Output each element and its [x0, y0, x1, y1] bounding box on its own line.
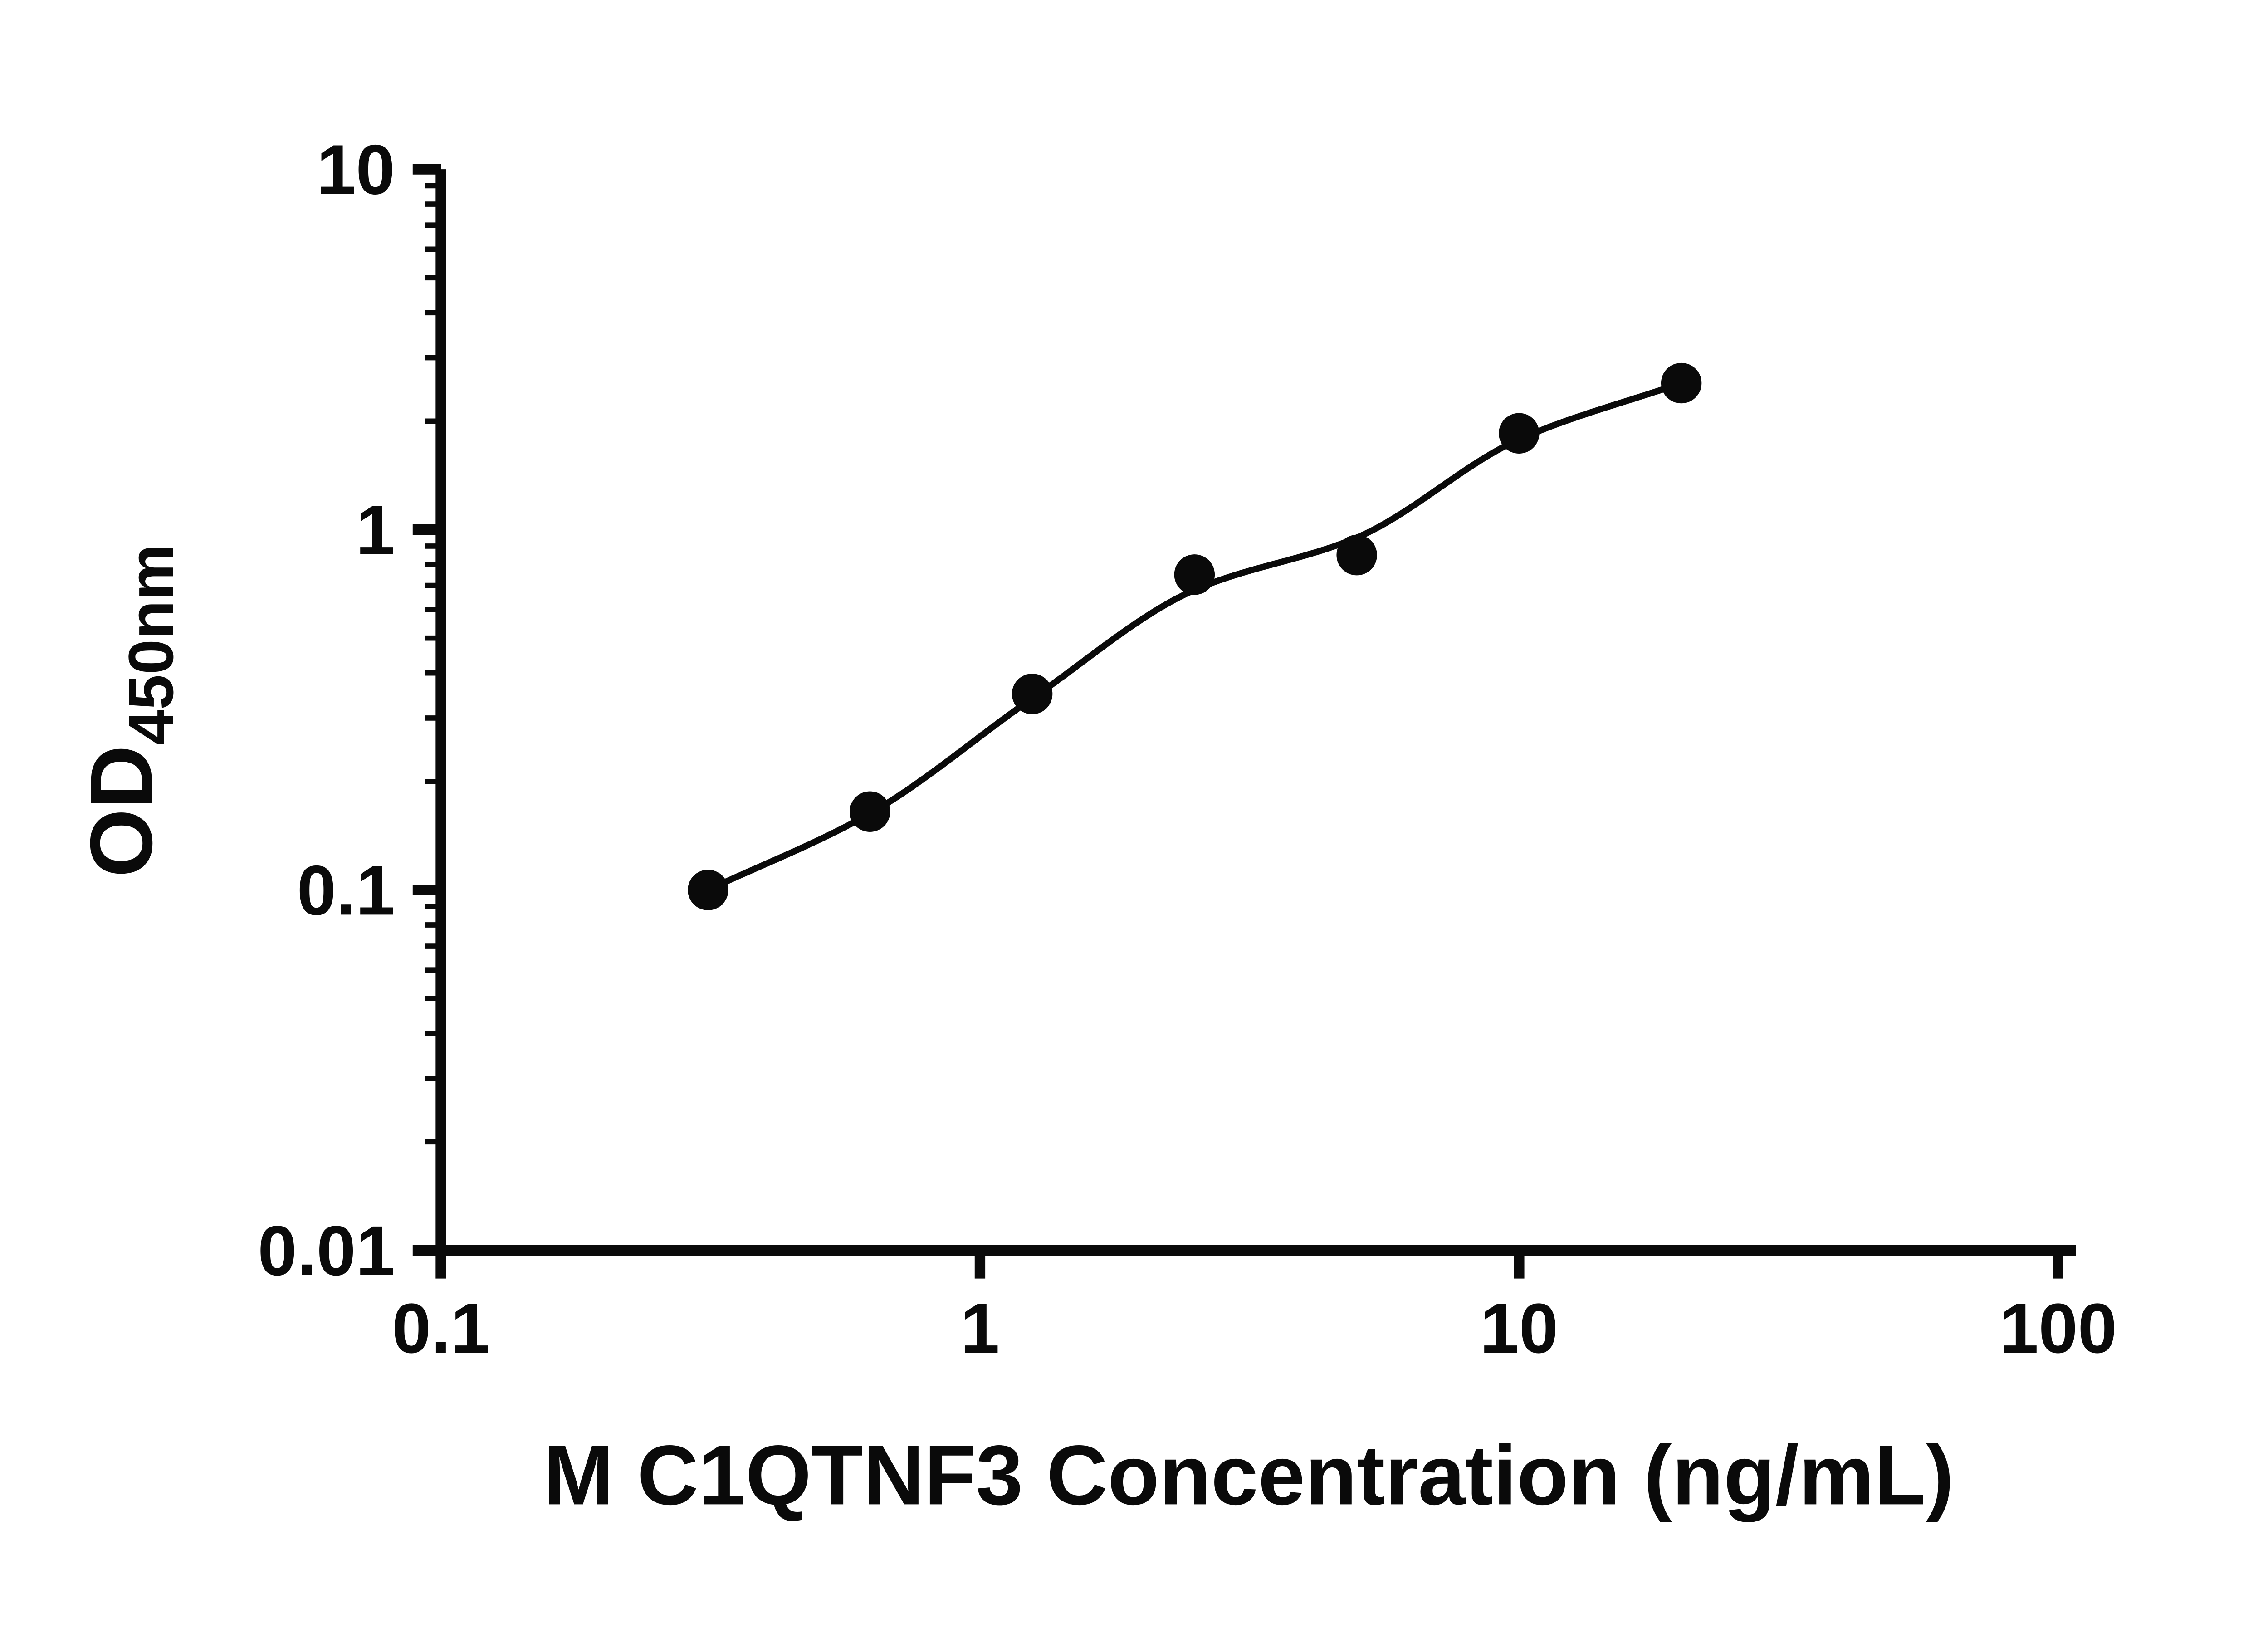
x-tick-label: 1 — [960, 1289, 1000, 1368]
data-point — [688, 870, 728, 910]
data-point — [1661, 362, 1702, 404]
x-tick-label: 10 — [1480, 1289, 1558, 1368]
axes — [435, 169, 2076, 1256]
x-axis-title: M C1QTNF3 Concentration (ng/mL) — [543, 1428, 1954, 1522]
x-tick-label: 100 — [1999, 1289, 2117, 1368]
x-tick-label: 0.1 — [392, 1289, 490, 1368]
data-points — [688, 362, 1702, 910]
y-axis-title: OD450nm — [72, 544, 186, 877]
y-axis-title-subscript: 450nm — [115, 544, 186, 745]
data-point — [1012, 674, 1053, 714]
y-axis-title-main: OD — [72, 745, 171, 878]
data-point — [850, 791, 890, 832]
data-point — [1499, 413, 1540, 454]
y-tick-label: 0.01 — [258, 1211, 395, 1290]
axis-spine — [435, 169, 2076, 1256]
data-point — [1174, 554, 1215, 595]
y-tick-label: 1 — [356, 490, 395, 569]
tick-marks — [412, 164, 2063, 1279]
data-point — [1336, 534, 1377, 576]
y-tick-label: 0.1 — [297, 851, 395, 929]
y-tick-label: 10 — [317, 130, 395, 209]
